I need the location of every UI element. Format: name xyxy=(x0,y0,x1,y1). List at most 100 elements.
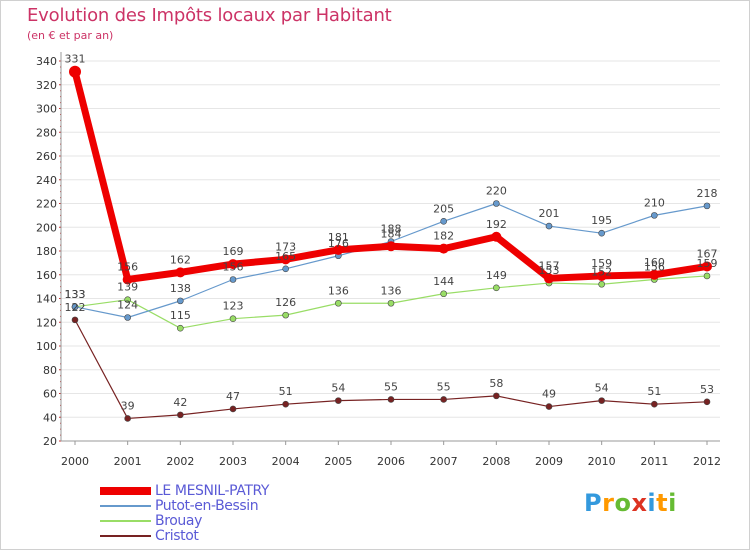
y-tick-label: 140 xyxy=(36,293,57,306)
data-point xyxy=(493,284,500,292)
data-label: 182 xyxy=(433,230,454,243)
x-tick-label: 2012 xyxy=(693,455,721,468)
y-tick-label: 340 xyxy=(36,55,57,68)
data-point xyxy=(702,261,712,272)
x-tick-label: 2010 xyxy=(588,455,616,468)
data-label: 167 xyxy=(697,247,718,260)
y-tick-label: 180 xyxy=(36,245,57,258)
data-point xyxy=(545,222,553,230)
data-label: 210 xyxy=(644,196,665,209)
data-label: 165 xyxy=(275,250,296,263)
y-tick-label: 60 xyxy=(43,388,57,401)
data-label: 160 xyxy=(644,256,665,269)
x-tick-label: 2009 xyxy=(535,455,563,468)
data-point xyxy=(545,403,553,410)
data-point xyxy=(229,276,237,283)
x-tick-label: 2001 xyxy=(114,455,142,468)
data-point xyxy=(282,400,289,408)
data-label: 123 xyxy=(223,300,244,313)
legend-label: LE MESNIL-PATRY xyxy=(155,483,270,499)
chart-subtitle: (en € et par an) xyxy=(27,29,114,42)
data-label: 58 xyxy=(489,377,503,390)
y-tick-label: 240 xyxy=(36,174,57,187)
data-point xyxy=(282,311,289,319)
data-point xyxy=(491,231,502,242)
data-label: 53 xyxy=(700,383,714,396)
data-label: 124 xyxy=(117,299,138,312)
data-label: 162 xyxy=(170,253,191,266)
data-label: 51 xyxy=(647,385,661,398)
data-label: 169 xyxy=(223,245,244,258)
series-lines xyxy=(69,65,712,422)
data-point xyxy=(493,392,500,400)
legend-label: Putot-en-Bessin xyxy=(155,498,259,514)
data-label: 157 xyxy=(539,259,560,272)
data-point xyxy=(69,65,81,78)
data-label: 133 xyxy=(65,288,86,301)
logo-letter: P xyxy=(584,489,603,517)
data-point xyxy=(282,265,289,273)
legend-swatch xyxy=(100,487,151,495)
data-point xyxy=(124,415,131,422)
data-point xyxy=(440,290,447,298)
data-label: 138 xyxy=(170,282,191,295)
y-tick-label: 280 xyxy=(36,126,57,139)
data-point xyxy=(703,272,711,280)
data-label: 122 xyxy=(65,301,86,314)
logo-letter: x xyxy=(631,489,648,517)
x-tick-label: 2006 xyxy=(377,455,405,468)
data-point xyxy=(177,411,184,419)
data-label: 49 xyxy=(542,388,556,401)
data-label: 133 xyxy=(65,288,86,301)
data-point xyxy=(598,397,605,404)
data-point xyxy=(124,296,131,303)
data-point xyxy=(229,315,237,322)
y-tick-label: 260 xyxy=(36,150,57,163)
data-label: 39 xyxy=(121,399,135,412)
data-label: 136 xyxy=(328,284,349,297)
data-label: 195 xyxy=(591,214,612,227)
data-point xyxy=(651,212,658,219)
y-tick-label: 120 xyxy=(36,316,57,329)
data-label: 188 xyxy=(381,223,402,236)
data-label: 55 xyxy=(384,380,398,393)
data-label: 331 xyxy=(65,53,86,66)
data-point xyxy=(493,200,500,207)
data-point xyxy=(175,267,186,278)
data-label: 136 xyxy=(381,284,402,297)
data-point xyxy=(598,280,605,288)
data-label: 51 xyxy=(279,385,293,398)
data-point xyxy=(440,396,447,403)
x-tick-label: 2003 xyxy=(219,455,247,468)
data-point xyxy=(124,314,131,321)
data-label: 156 xyxy=(644,261,665,274)
legend-swatch xyxy=(100,535,151,537)
x-tick-label: 2007 xyxy=(430,455,458,468)
data-label: 152 xyxy=(591,265,612,278)
data-label: 201 xyxy=(539,207,560,220)
data-labels: 122 39 42 47 51 54 55 55 58 49 54 51 53 133 139 115 123 1… xyxy=(65,53,718,413)
data-point xyxy=(71,316,79,324)
data-label: 218 xyxy=(697,187,718,200)
data-label: 205 xyxy=(433,202,454,215)
data-point xyxy=(703,398,711,406)
y-tick-labels: 20 40 60 80 100 120 140 160 180 200 220 240 260 280 30… xyxy=(36,55,57,448)
data-label: 115 xyxy=(170,309,191,322)
series-line xyxy=(74,319,708,420)
data-point xyxy=(280,254,291,265)
data-label: 55 xyxy=(437,380,451,393)
logo-letter: o xyxy=(614,489,632,517)
data-point xyxy=(71,303,79,311)
data-point xyxy=(598,229,605,237)
data-label: 156 xyxy=(117,261,138,274)
data-point xyxy=(440,218,447,225)
data-label: 192 xyxy=(486,218,507,231)
data-label: 159 xyxy=(697,257,718,270)
data-point xyxy=(229,405,237,413)
data-point xyxy=(703,202,711,210)
data-label: 156 xyxy=(223,261,244,274)
y-tick-label: 40 xyxy=(43,411,57,424)
data-label: 54 xyxy=(595,382,609,395)
data-point xyxy=(386,241,396,252)
